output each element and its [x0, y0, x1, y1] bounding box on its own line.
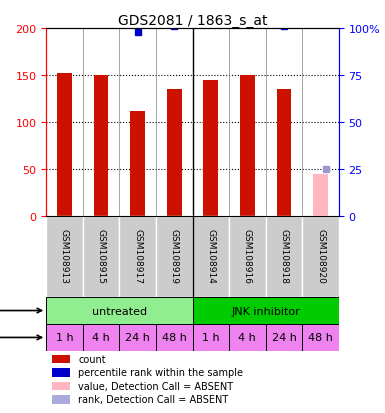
Text: 48 h: 48 h	[308, 332, 333, 343]
Text: GSM108917: GSM108917	[133, 229, 142, 284]
FancyBboxPatch shape	[192, 217, 229, 297]
Text: 1 h: 1 h	[56, 332, 73, 343]
Bar	[57, 74, 72, 217]
FancyBboxPatch shape	[229, 324, 266, 351]
FancyBboxPatch shape	[302, 217, 339, 297]
Text: GSM108918: GSM108918	[280, 229, 288, 284]
FancyBboxPatch shape	[192, 297, 339, 324]
Text: agent: agent	[0, 306, 42, 316]
Text: percentile rank within the sample: percentile rank within the sample	[79, 368, 243, 377]
FancyBboxPatch shape	[156, 324, 192, 351]
Text: GSM108914: GSM108914	[206, 229, 215, 284]
FancyBboxPatch shape	[229, 217, 266, 297]
Text: 1 h: 1 h	[202, 332, 219, 343]
FancyBboxPatch shape	[119, 324, 156, 351]
Text: 4 h: 4 h	[238, 332, 256, 343]
FancyBboxPatch shape	[83, 324, 119, 351]
Bar	[52, 355, 70, 363]
Text: 24 h: 24 h	[271, 332, 296, 343]
Text: GSM108920: GSM108920	[316, 229, 325, 284]
Bar	[52, 395, 70, 404]
FancyBboxPatch shape	[46, 297, 192, 324]
Text: 48 h: 48 h	[162, 332, 187, 343]
Bar	[240, 76, 255, 217]
Text: GSM108916: GSM108916	[243, 229, 252, 284]
Bar	[130, 112, 145, 217]
Bar	[52, 382, 70, 390]
FancyBboxPatch shape	[156, 217, 192, 297]
FancyBboxPatch shape	[302, 324, 339, 351]
Bar	[313, 175, 328, 217]
Bar	[276, 90, 291, 217]
Text: time: time	[0, 332, 42, 343]
Text: GSM108919: GSM108919	[170, 229, 179, 284]
Text: rank, Detection Call = ABSENT: rank, Detection Call = ABSENT	[79, 394, 229, 404]
FancyBboxPatch shape	[119, 217, 156, 297]
FancyBboxPatch shape	[46, 217, 83, 297]
FancyBboxPatch shape	[266, 217, 302, 297]
Text: value, Detection Call = ABSENT: value, Detection Call = ABSENT	[79, 381, 234, 391]
FancyBboxPatch shape	[192, 324, 229, 351]
Text: 4 h: 4 h	[92, 332, 110, 343]
Bar	[204, 81, 218, 217]
Text: untreated: untreated	[92, 306, 147, 316]
Text: 24 h: 24 h	[125, 332, 150, 343]
Text: JNK inhibitor: JNK inhibitor	[231, 306, 300, 316]
Bar	[52, 368, 70, 377]
FancyBboxPatch shape	[83, 217, 119, 297]
Bar	[94, 76, 109, 217]
Text: GSM108913: GSM108913	[60, 229, 69, 284]
FancyBboxPatch shape	[266, 324, 302, 351]
FancyBboxPatch shape	[46, 324, 83, 351]
Title: GDS2081 / 1863_s_at: GDS2081 / 1863_s_at	[118, 14, 267, 28]
Text: count: count	[79, 354, 106, 364]
Text: GSM108915: GSM108915	[97, 229, 105, 284]
Bar	[167, 90, 181, 217]
